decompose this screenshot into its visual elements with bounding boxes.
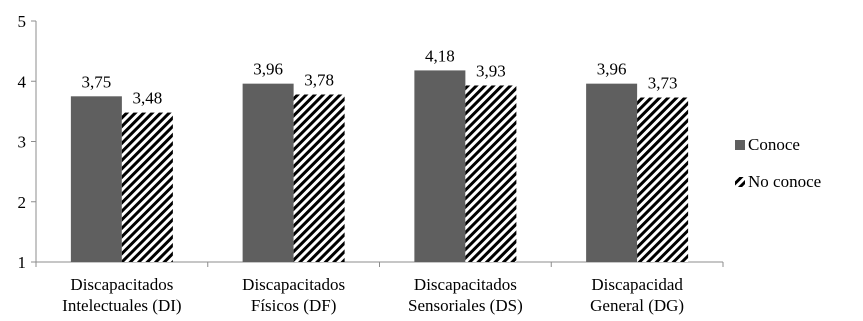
- x-category-label: Discapacitados: [70, 275, 173, 294]
- x-category-label: Discapacitados: [414, 275, 517, 294]
- x-category-label: Intelectuales (DI): [62, 296, 181, 315]
- data-label: 3,48: [133, 89, 163, 108]
- legend-swatch-no-conoce: [735, 177, 745, 187]
- bar-conoce: [586, 83, 638, 262]
- data-label: 3,93: [476, 61, 506, 80]
- x-category-label: General (DG): [590, 296, 684, 315]
- y-tick-label: 1: [18, 253, 27, 272]
- bar-conoce: [414, 70, 466, 262]
- data-label: 3,78: [304, 71, 334, 90]
- legend-label: Conoce: [748, 135, 800, 154]
- legend-swatch-conoce: [735, 140, 745, 150]
- data-label: 3,73: [648, 74, 678, 93]
- y-tick-label: 5: [18, 12, 27, 31]
- y-tick-label: 4: [18, 72, 27, 91]
- data-labels: 3,75 3,48 3,96 3,78 4,18 3,93 3,96 3,73: [82, 46, 678, 107]
- x-category-label: Discapacidad: [591, 275, 683, 294]
- data-label: 3,75: [82, 72, 112, 91]
- data-label: 3,96: [597, 60, 627, 79]
- x-axis-category-labels: Discapacitados Intelectuales (DI) Discapac…: [62, 275, 684, 315]
- data-label: 4,18: [425, 46, 455, 65]
- bar-conoce: [242, 83, 294, 262]
- y-tick-label: 3: [18, 133, 27, 152]
- bar-no-conoce: [465, 85, 517, 262]
- bar-conoce: [70, 96, 122, 262]
- chart-legend: Conoce No conoce: [735, 135, 821, 191]
- legend-label: No conoce: [748, 172, 821, 191]
- x-category-label: Discapacitados: [242, 275, 345, 294]
- x-category-label: Físicos (DF): [251, 296, 336, 315]
- data-label: 3,96: [253, 60, 283, 79]
- chart-bars: [70, 70, 689, 262]
- bar-no-conoce: [293, 94, 345, 262]
- x-category-label: Sensoriales (DS): [408, 296, 523, 315]
- bar-no-conoce: [121, 112, 173, 262]
- y-tick-label: 2: [18, 193, 27, 212]
- bar-no-conoce: [637, 97, 689, 262]
